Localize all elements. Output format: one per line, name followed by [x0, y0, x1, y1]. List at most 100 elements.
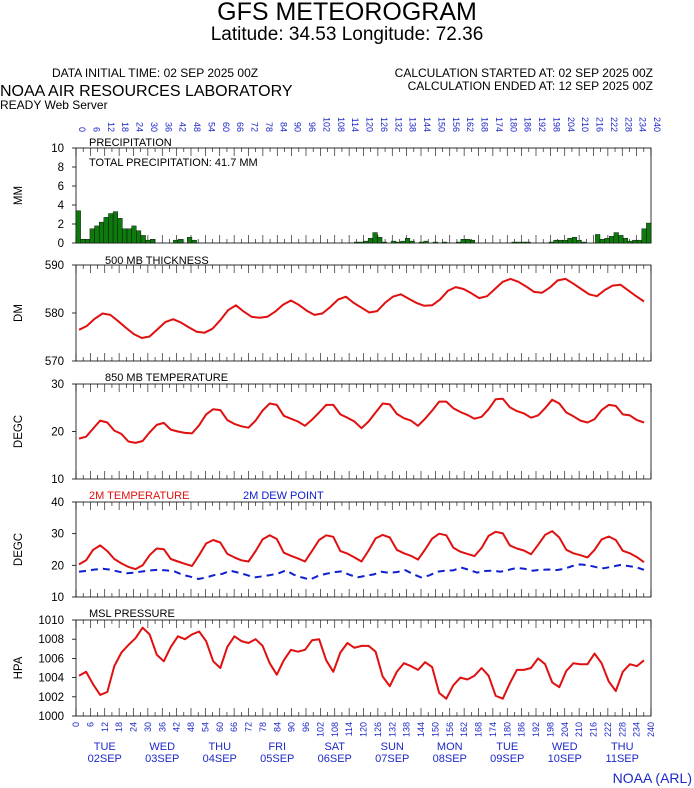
y-tick-label: 1002	[38, 692, 64, 704]
series-line	[78, 530, 645, 571]
precip-bar	[358, 241, 364, 244]
panel-frame	[75, 619, 652, 717]
bottom-hour-label: 204	[560, 722, 570, 737]
precip-bar	[636, 239, 642, 244]
bottom-hour-label: 210	[574, 722, 584, 737]
top-hour-label: 240	[652, 117, 662, 132]
y-axis-label: HPA	[13, 656, 25, 679]
top-hour-label: 78	[264, 122, 274, 132]
precip-bar	[432, 241, 438, 244]
date-label: 09SEP	[490, 753, 524, 765]
bottom-hour-label: 30	[143, 722, 153, 732]
top-hour-label: 120	[365, 117, 375, 132]
bottom-hour-label: 222	[603, 722, 613, 737]
y-tick-label: 580	[45, 308, 64, 320]
y-tick-label: 590	[45, 260, 64, 272]
precip-bar	[460, 238, 466, 244]
bottom-hour-label: 162	[459, 722, 469, 737]
bottom-hour-label: 114	[344, 722, 354, 736]
precip-bar	[98, 221, 105, 244]
top-hour-label: 96	[307, 122, 317, 132]
legend-2m-dew-point: 2M DEW POINT	[243, 490, 324, 502]
top-hour-label: 216	[595, 117, 605, 132]
precip-bar	[94, 225, 100, 244]
top-hour-label: 150	[436, 117, 446, 132]
precip-bar	[400, 240, 406, 244]
precip-bar	[122, 228, 128, 244]
coordinates-subtitle: Latitude: 34.53 Longitude: 72.36	[210, 24, 484, 45]
precip-bar	[381, 241, 387, 244]
precip-bar	[108, 213, 114, 244]
bottom-hour-label: 42	[172, 722, 182, 732]
precip-bar	[646, 222, 652, 244]
precip-bar	[395, 241, 401, 244]
precip-bar	[511, 241, 517, 244]
precip-bar	[367, 238, 373, 244]
top-hour-label: 132	[393, 117, 403, 132]
top-hour-label: 18	[120, 122, 130, 132]
bottom-hour-label: 150	[430, 722, 440, 737]
date-label: 05SEP	[260, 753, 294, 765]
bottom-hour-label: 24	[129, 722, 139, 732]
precip-bar	[363, 240, 369, 244]
precip-bar	[641, 228, 647, 244]
precip-bar	[80, 238, 86, 244]
precip-bar	[131, 225, 137, 244]
bottom-hour-label: 54	[200, 722, 210, 732]
day-label: MON	[437, 741, 463, 753]
panel-title: MSL PRESSURE	[89, 608, 175, 620]
top-hour-label: 192	[537, 117, 547, 132]
panel-frame	[75, 383, 652, 480]
precip-bar	[465, 238, 471, 244]
precip-bar	[405, 238, 411, 244]
bottom-hour-label: 90	[287, 722, 297, 732]
day-label: THU	[208, 741, 231, 753]
bottom-hour-label: 240	[646, 722, 656, 737]
top-hour-label: 114	[350, 118, 360, 132]
bottom-hour-label: 216	[589, 722, 599, 737]
precip-bar	[520, 241, 526, 244]
y-tick-label: 0	[58, 238, 64, 250]
day-label: SUN	[381, 741, 404, 753]
bottom-hour-label: 132	[387, 722, 397, 737]
precip-bar	[558, 239, 564, 244]
top-hour-label: 30	[149, 122, 159, 132]
precip-bar	[442, 241, 448, 244]
top-hour-label: 156	[451, 117, 461, 132]
top-hour-label: 72	[250, 122, 260, 132]
y-tick-label: 20	[51, 427, 64, 439]
top-hour-label: 48	[192, 122, 202, 132]
top-hour-label: 0	[77, 127, 87, 132]
precip-bar	[632, 239, 638, 244]
top-hour-label: 54	[206, 122, 216, 132]
precip-bar	[354, 241, 360, 244]
y-tick-label: 1004	[38, 673, 64, 685]
day-label: WED	[149, 741, 175, 753]
y-tick-label: 40	[51, 497, 64, 509]
top-hour-label: 186	[523, 117, 533, 132]
y-tick-label: 6	[58, 181, 64, 193]
top-hour-label: 42	[178, 122, 188, 132]
bottom-hour-label: 96	[301, 722, 311, 732]
bottom-hour-label: 198	[545, 722, 555, 737]
panel-title: PRECIPITATION	[89, 137, 172, 149]
y-tick-label: 8	[58, 162, 64, 174]
bottom-hour-label: 72	[244, 722, 254, 732]
y-axis-label: DEGC	[13, 533, 25, 566]
top-hour-label: 162	[465, 117, 475, 132]
precip-bar	[525, 241, 531, 244]
server-name: READY Web Server	[0, 98, 108, 112]
data-initial-time: DATA INITIAL TIME: 02 SEP 2025 00Z	[52, 66, 259, 80]
bottom-hour-label: 18	[114, 722, 124, 732]
bottom-hour-label: 192	[531, 722, 541, 737]
series-line	[78, 626, 645, 700]
precip-bar	[562, 239, 568, 244]
precip-bar	[469, 239, 475, 244]
precip-bar	[187, 237, 193, 244]
precip-bar	[581, 241, 587, 244]
y-tick-label: 4	[58, 200, 65, 212]
precip-bar	[126, 228, 132, 244]
date-label: 08SEP	[433, 753, 467, 765]
bottom-hour-label: 36	[157, 722, 167, 732]
